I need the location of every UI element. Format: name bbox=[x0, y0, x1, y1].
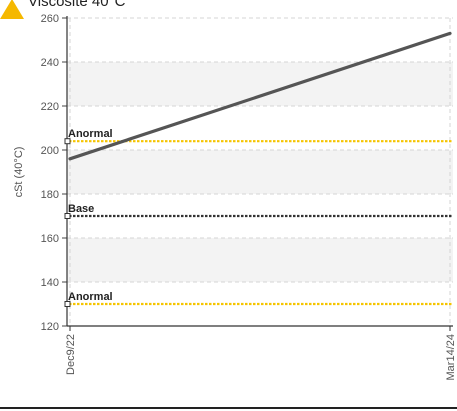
x-tick-label-0: Dec9/22 bbox=[65, 334, 77, 375]
background-bands bbox=[67, 62, 453, 282]
grid-lines bbox=[67, 17, 453, 327]
y-tick-label-200: 200 bbox=[41, 145, 59, 157]
ref-label-0: Anormal bbox=[68, 128, 113, 140]
y-tick-label-160: 160 bbox=[41, 233, 59, 245]
x-tick-label-1: Mar14/24 bbox=[445, 334, 457, 380]
band-140 bbox=[67, 238, 453, 282]
axes: 120 140 160 180 200 220 240 260 Dec9/22 Mar14/24 bbox=[41, 13, 457, 380]
ref-marker-1 bbox=[64, 213, 71, 219]
y-tick-label-240: 240 bbox=[41, 57, 59, 69]
reference-lines: Anormal Base Anormal bbox=[64, 128, 453, 307]
ref-marker-0 bbox=[64, 138, 71, 145]
band-220 bbox=[67, 62, 453, 106]
warning-triangle-icon bbox=[0, 0, 24, 19]
data-series bbox=[68, 31, 452, 161]
ref-marker-2 bbox=[64, 301, 71, 307]
y-tick-label-180: 180 bbox=[41, 189, 59, 201]
ref-label-1: Base bbox=[68, 203, 94, 215]
y-tick-label-120: 120 bbox=[41, 321, 59, 333]
y-tick-label-260: 260 bbox=[41, 13, 59, 25]
chart-title: Viscosité 40°C bbox=[28, 0, 126, 10]
band-180 bbox=[67, 150, 453, 194]
y-tick-label-140: 140 bbox=[41, 277, 59, 289]
ref-label-2: Anormal bbox=[68, 291, 113, 303]
chart-header: Viscosité 40°C bbox=[0, 0, 126, 19]
series-line-0 bbox=[68, 31, 452, 161]
y-axis-label: cSt (40°C) bbox=[13, 147, 25, 198]
y-tick-label-220: 220 bbox=[41, 101, 59, 113]
